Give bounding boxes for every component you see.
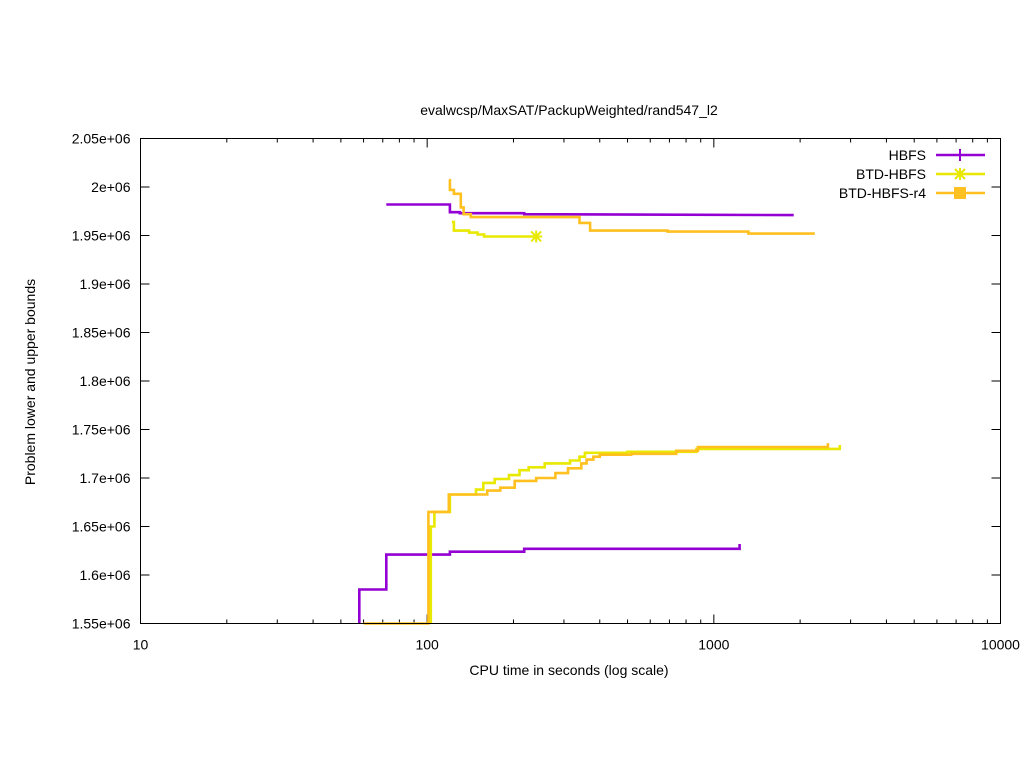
y-tick-label: 1.65e+06 — [72, 519, 131, 535]
y-tick-label: 1.8e+06 — [80, 373, 131, 389]
x-tick-label: 10 — [133, 637, 149, 653]
y-tick-label: 1.9e+06 — [80, 276, 131, 292]
hbfs-lower-bound-line — [357, 544, 741, 624]
y-tick-label: 1.85e+06 — [72, 325, 131, 341]
chart-title: evalwcsp/MaxSAT/PackupWeighted/rand547_l… — [420, 102, 718, 118]
btd-hbfs-r4-lower-bound-line — [363, 443, 830, 625]
x-axis-label: CPU time in seconds (log scale) — [469, 662, 668, 678]
btd-hbfs-lower-bound-line — [429, 445, 842, 624]
btd-hbfs-r4-upper-bound-line — [448, 178, 815, 235]
legend-marker-btd-hbfs-r4 — [954, 187, 966, 199]
legend-marker-hbfs — [954, 149, 966, 161]
y-tick-label: 1.7e+06 — [80, 470, 131, 486]
plot-series — [357, 178, 842, 625]
axis-ticks: 1.55e+06 1.6e+06 1.65e+06 1.7e+06 1.75e+06 1.… — [72, 131, 1020, 653]
y-tick-label: 1.55e+06 — [72, 616, 131, 632]
btd-hbfs-upper-bound-line — [451, 220, 537, 238]
legend-label-hbfs: HBFS — [889, 147, 926, 163]
x-tick-label: 1000 — [698, 637, 729, 653]
y-tick-label: 1.95e+06 — [72, 228, 131, 244]
y-tick-label: 2.05e+06 — [72, 131, 131, 147]
legend-label-btd-hbfs-r4: BTD-HBFS-r4 — [839, 185, 926, 201]
legend-label-btd-hbfs: BTD-HBFS — [856, 166, 926, 182]
plot-area-frame — [140, 138, 1001, 624]
y-tick-label: 1.75e+06 — [72, 422, 131, 438]
x-tick-label: 10000 — [981, 637, 1020, 653]
y-axis-label: Problem lower and upper bounds — [22, 279, 38, 485]
legend: HBFS BTD-HBFS BTD-HBFS-r4 — [839, 147, 985, 201]
legend-marker-btd-hbfs — [954, 168, 966, 180]
y-tick-label: 2e+06 — [91, 179, 131, 195]
y-tick-label: 1.6e+06 — [80, 567, 131, 583]
btd-hbfs-end-marker — [530, 230, 543, 243]
x-tick-label: 100 — [415, 637, 439, 653]
hbfs-upper-bound-line — [386, 203, 794, 217]
